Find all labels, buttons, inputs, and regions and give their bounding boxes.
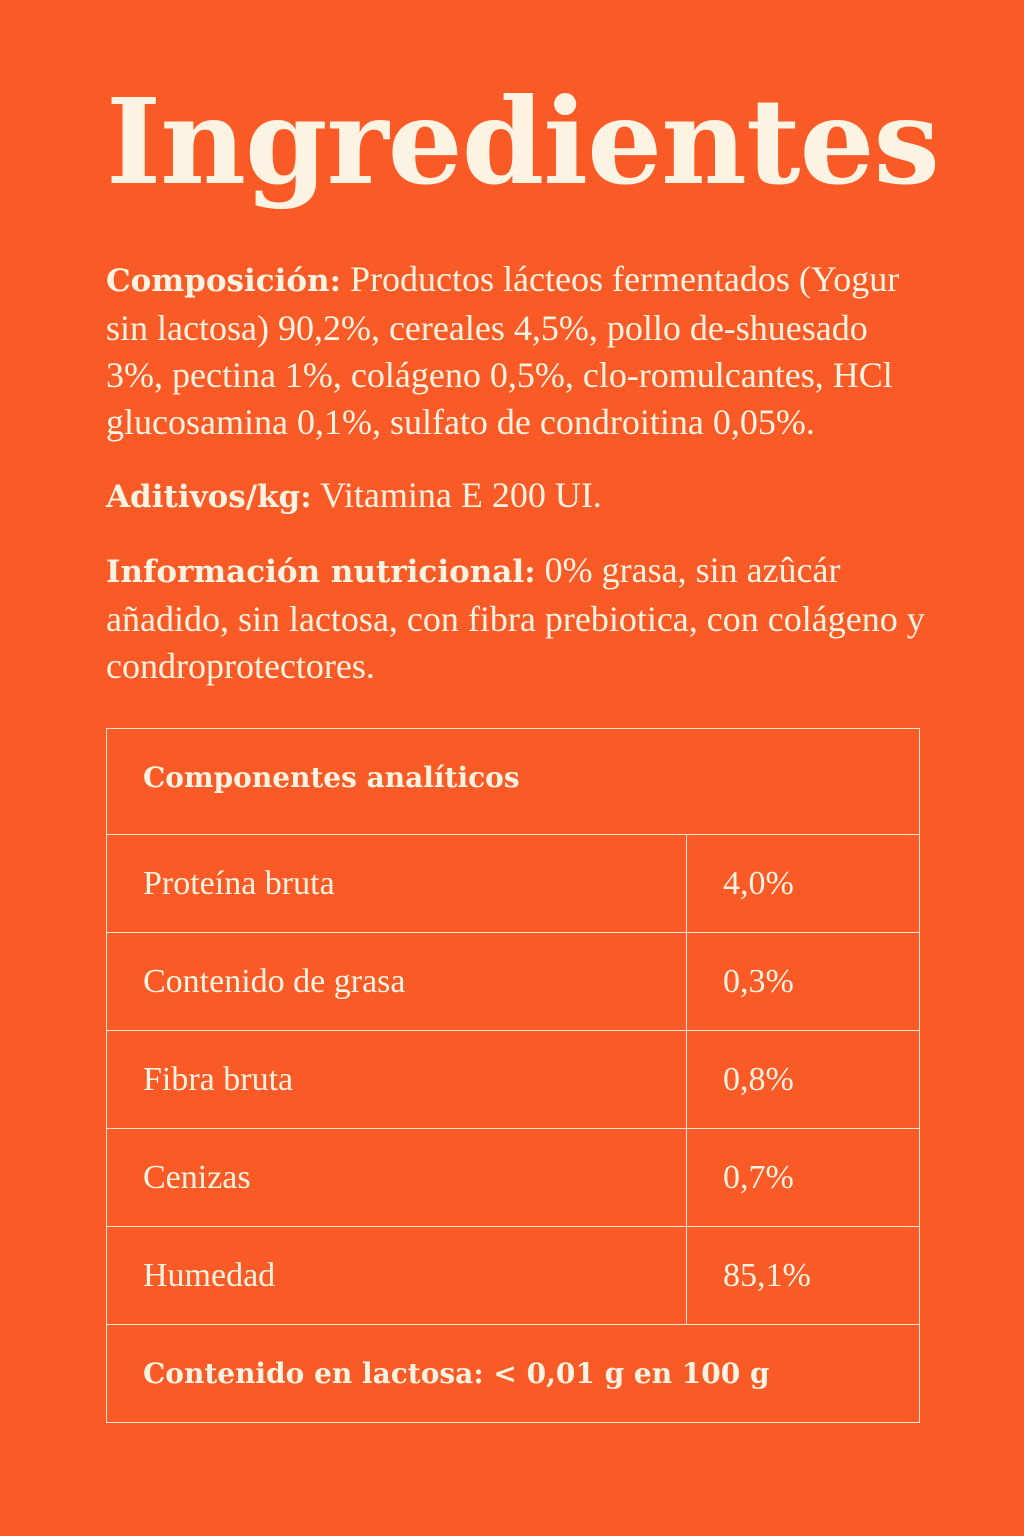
composition-paragraph: Composición: Productos lácteos fermentad…	[106, 256, 926, 446]
table-row: Fibra bruta 0,8%	[106, 1030, 920, 1129]
table-row: Proteína bruta 4,0%	[106, 834, 920, 933]
table-footer-row: Contenido en lactosa: < 0,01 g en 100 g	[106, 1324, 920, 1423]
nutrition-info-paragraph: Información nutricional: 0% grasa, sin a…	[106, 547, 926, 690]
row-value: 85,1%	[686, 1226, 920, 1325]
composition-text: Productos lácteos fermentados (Yogur sin…	[106, 259, 900, 442]
table-row: Contenido de grasa 0,3%	[106, 932, 920, 1031]
additives-paragraph: Aditivos/kg: Vitamina E 200 UI.	[106, 472, 926, 521]
row-value: 0,7%	[686, 1128, 920, 1227]
row-name: Proteína bruta	[106, 834, 687, 933]
page-title: Ingredientes	[106, 72, 940, 211]
additives-label: Aditivos/kg:	[106, 479, 312, 515]
row-name: Cenizas	[106, 1128, 687, 1227]
table-header-row: Componentes analíticos	[106, 728, 920, 835]
nutrition-info-label: Información nutricional:	[106, 554, 536, 590]
nutrition-info-text: 0% grasa, sin azûcár añadido, sin lactos…	[106, 550, 925, 686]
row-name: Humedad	[106, 1226, 687, 1325]
analytical-components-table: Componentes analíticos Proteína bruta 4,…	[106, 728, 920, 1423]
row-name: Fibra bruta	[106, 1030, 687, 1129]
row-value: 4,0%	[686, 834, 920, 933]
table-row: Cenizas 0,7%	[106, 1128, 920, 1227]
table-row: Humedad 85,1%	[106, 1226, 920, 1325]
lactose-content: Contenido en lactosa: < 0,01 g en 100 g	[106, 1324, 920, 1423]
row-name: Contenido de grasa	[106, 932, 687, 1031]
row-value: 0,8%	[686, 1030, 920, 1129]
row-value: 0,3%	[686, 932, 920, 1031]
ingredients-panel: Ingredientes Composición: Productos láct…	[106, 72, 940, 1423]
composition-label: Composición:	[106, 263, 342, 299]
additives-text: Vitamina E 200 UI.	[320, 475, 602, 515]
table-header: Componentes analíticos	[106, 728, 920, 835]
